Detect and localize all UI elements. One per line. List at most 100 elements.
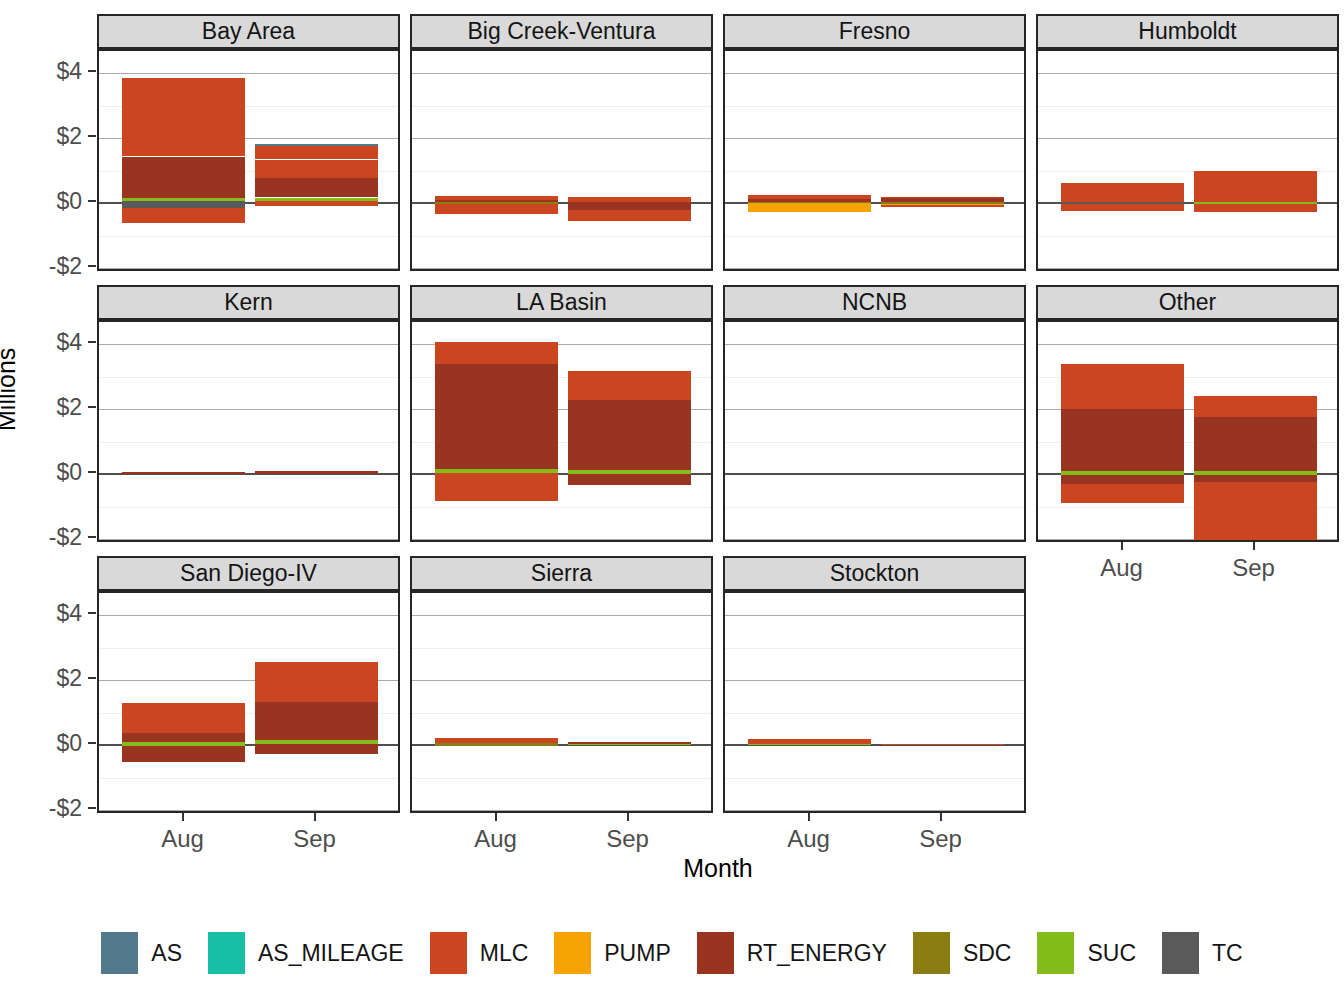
legend: ASAS_MILEAGEMLCPUMPRT_ENERGYSDCSUCTC (0, 930, 1344, 976)
y-tick-mark (88, 536, 96, 538)
y-tick-label: $0 (0, 189, 82, 213)
bar-segment-aug-suc (748, 744, 871, 745)
minor-gridline (725, 106, 1024, 107)
facet-panel-kern (97, 320, 400, 542)
x-tick-label-aug: Aug (143, 825, 223, 853)
y-tick-mark (88, 677, 96, 679)
legend-label: RT_ENERGY (747, 940, 887, 967)
major-gridline (725, 344, 1024, 345)
major-gridline (412, 539, 711, 540)
legend-label: AS (151, 940, 182, 967)
y-tick-label: -$2 (0, 525, 82, 549)
bar-segment-sep-mlc (881, 744, 1004, 745)
major-gridline (412, 138, 711, 139)
major-gridline (99, 539, 398, 540)
legend-item-pump: PUMP (554, 932, 670, 974)
bar-segment-sep-mlc (568, 371, 691, 400)
facet-panel-other (1036, 320, 1339, 542)
x-tick-mark (808, 813, 810, 821)
y-tick-label: $0 (0, 460, 82, 484)
bar-segment-aug-mlc (1061, 484, 1184, 504)
bar-segment-aug-mlc (122, 703, 245, 732)
facet-strip-ncnb: NCNB (723, 285, 1026, 320)
major-gridline (725, 810, 1024, 811)
major-gridline (725, 409, 1024, 410)
bar-segment-sep-rt-energy (255, 702, 378, 740)
facet-strip-other: Other (1036, 285, 1339, 320)
minor-gridline (99, 507, 398, 508)
y-tick-mark (88, 70, 96, 72)
bar-segment-sep-mlc (255, 201, 378, 206)
bar-segment-sep-rt-energy (1194, 417, 1317, 471)
faceted-stacked-bar-chart: Millions Month ASAS_MILEAGEMLCPUMPRT_ENE… (0, 0, 1344, 1008)
facet-strip-sierra: Sierra (410, 556, 713, 591)
major-gridline (412, 268, 711, 269)
bar-segment-aug-rt-energy (1061, 409, 1184, 470)
legend-label: SDC (963, 940, 1012, 967)
bar-segment-aug-mlc (1061, 204, 1184, 211)
major-gridline (412, 680, 711, 681)
legend-swatch-pump (554, 932, 591, 974)
bar-segment-sep-mlc (255, 662, 378, 702)
minor-gridline (725, 648, 1024, 649)
major-gridline (1038, 344, 1337, 345)
bar-segment-aug-rt-energy (122, 746, 245, 762)
major-gridline (725, 539, 1024, 540)
bar-segment-aug-mlc (435, 204, 558, 214)
facet-panel-bay-area (97, 49, 400, 271)
facet-strip-fresno: Fresno (723, 14, 1026, 49)
y-tick-mark (88, 406, 96, 408)
y-tick-label: $4 (0, 59, 82, 83)
minor-gridline (412, 171, 711, 172)
bar-segment-sep-rt-energy (568, 474, 691, 485)
facet-strip-bay-area: Bay Area (97, 14, 400, 49)
bar-segment-sep-rt-energy (568, 202, 691, 210)
minor-gridline (725, 507, 1024, 508)
x-tick-mark (182, 813, 184, 821)
x-tick-label-sep: Sep (901, 825, 981, 853)
major-gridline (99, 268, 398, 269)
minor-gridline (1038, 236, 1337, 237)
y-tick-label: $4 (0, 330, 82, 354)
y-tick-label: -$2 (0, 254, 82, 278)
legend-item-sdc: SDC (913, 932, 1012, 974)
minor-gridline (412, 106, 711, 107)
legend-swatch-tc (1162, 932, 1199, 974)
x-tick-label-aug: Aug (456, 825, 536, 853)
facet-strip-humboldt: Humboldt (1036, 14, 1339, 49)
bar-segment-sep-mlc (1194, 171, 1317, 202)
legend-item-as-mileage: AS_MILEAGE (208, 932, 404, 974)
legend-label: PUMP (604, 940, 670, 967)
y-tick-mark (88, 807, 96, 809)
major-gridline (725, 268, 1024, 269)
major-gridline (725, 138, 1024, 139)
x-tick-mark (627, 813, 629, 821)
x-tick-mark (1121, 542, 1123, 550)
legend-swatch-rt-energy (697, 932, 734, 974)
major-gridline (99, 409, 398, 410)
bar-segment-aug-rt-energy (435, 364, 558, 469)
minor-gridline (725, 442, 1024, 443)
legend-swatch-sdc (913, 932, 950, 974)
minor-gridline (99, 648, 398, 649)
minor-gridline (725, 377, 1024, 378)
facet-panel-san-diego-iv (97, 591, 400, 813)
bar-segment-aug-mlc (435, 342, 558, 363)
major-gridline (412, 810, 711, 811)
x-axis-title: Month (97, 854, 1339, 883)
minor-gridline (412, 236, 711, 237)
legend-item-suc: SUC (1037, 932, 1136, 974)
bar-segment-sep-suc (568, 744, 691, 745)
facet-strip-kern: Kern (97, 285, 400, 320)
major-gridline (1038, 268, 1337, 269)
facet-strip-la-basin: LA Basin (410, 285, 713, 320)
y-tick-mark (88, 200, 96, 202)
bar-segment-sep-rt-energy (1194, 475, 1317, 483)
bar-segment-aug-mlc (122, 78, 245, 157)
zero-gridline (725, 473, 1024, 475)
minor-gridline (412, 507, 711, 508)
y-tick-mark (88, 612, 96, 614)
minor-gridline (1038, 106, 1337, 107)
x-tick-label-sep: Sep (588, 825, 668, 853)
legend-item-mlc: MLC (430, 932, 529, 974)
